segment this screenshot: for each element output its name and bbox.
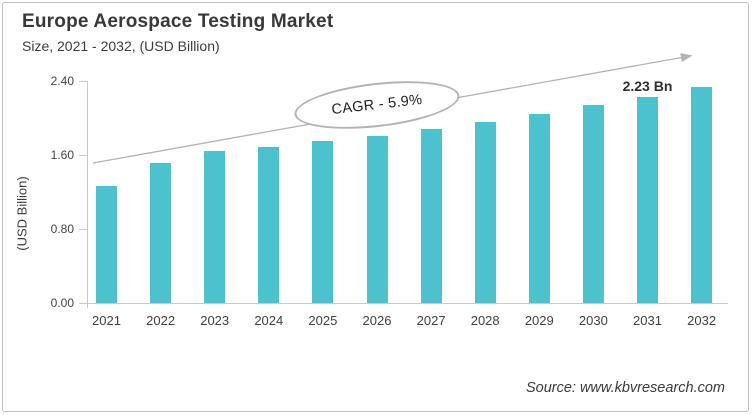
x-axis-label-2030: 2030 xyxy=(578,313,608,328)
source-text: Source: www.kbvresearch.com xyxy=(525,380,725,396)
bar-2027 xyxy=(420,129,442,303)
bar-2029 xyxy=(528,114,550,303)
bar-2030 xyxy=(582,105,604,303)
y-tick-label: 2.40 xyxy=(50,74,74,88)
chart-subtitle: Size, 2021 - 2032, (USD Billion) xyxy=(22,38,220,54)
chart-title: Europe Aerospace Testing Market xyxy=(22,11,334,32)
bar-2032 xyxy=(691,86,713,303)
x-axis-label-2031: 2031 xyxy=(633,313,662,328)
x-axis-label-2028: 2028 xyxy=(470,313,500,328)
y-axis-line xyxy=(87,81,88,308)
x-axis-label-2022: 2022 xyxy=(146,313,176,328)
bar-2031 xyxy=(637,96,658,303)
bar-2025 xyxy=(312,141,334,303)
bar-2023 xyxy=(204,151,226,303)
cagr-label: CAGR - 5.9% xyxy=(330,91,424,119)
x-axis-label-2023: 2023 xyxy=(200,313,230,328)
y-tick-label: 0.00 xyxy=(50,296,74,310)
y-tick-mark xyxy=(79,81,87,82)
x-axis-label-2032: 2032 xyxy=(687,313,717,328)
bar-2022 xyxy=(150,163,172,303)
x-axis-label-2024: 2024 xyxy=(254,313,284,328)
value-label-2031: 2.23 Bn xyxy=(622,77,673,94)
y-tick-mark xyxy=(79,155,87,156)
x-axis-label-2029: 2029 xyxy=(524,313,554,328)
y-tick-mark xyxy=(79,229,87,230)
bar-2021 xyxy=(96,186,117,303)
x-axis-label-2025: 2025 xyxy=(308,313,338,328)
x-axis-label-2021: 2021 xyxy=(92,313,121,328)
y-tick-mark xyxy=(79,303,87,304)
x-axis-baseline xyxy=(88,303,728,304)
y-tick-label: 0.80 xyxy=(50,222,74,236)
bar-2026 xyxy=(366,135,388,303)
y-axis-title: (USD Billion) xyxy=(14,176,30,251)
x-axis-label-2027: 2027 xyxy=(416,313,446,328)
y-tick-label: 1.60 xyxy=(50,148,74,162)
x-axis-label-2026: 2026 xyxy=(362,313,392,328)
bar-2024 xyxy=(258,146,280,303)
bar-2028 xyxy=(474,121,496,303)
